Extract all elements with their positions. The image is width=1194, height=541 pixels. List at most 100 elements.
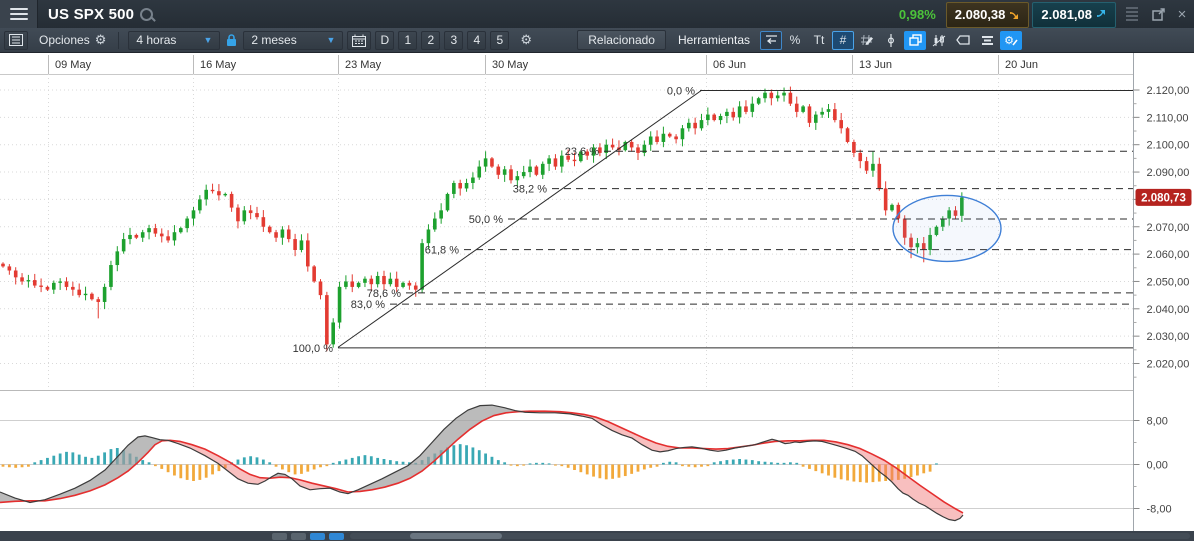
gear-edit-icon[interactable]: ⚙ — [1000, 30, 1022, 50]
macd-fill — [75, 486, 78, 496]
price-tick-label: 2.120,00 — [1147, 85, 1190, 97]
related-button[interactable]: Relacionado — [577, 30, 666, 50]
range-dropdown[interactable]: 2 meses ▼ — [243, 30, 344, 50]
popout-icon[interactable] — [1146, 3, 1170, 25]
gear-icon: ⚙ — [94, 32, 107, 47]
options-button[interactable]: Opciones ⚙ — [32, 31, 113, 50]
pin-tool-icon[interactable] — [880, 31, 902, 50]
current-price-badge — [1135, 188, 1192, 206]
macd-histogram-bar — [458, 444, 462, 465]
macd-histogram-bar — [928, 464, 932, 472]
grid-tool-icon[interactable]: # — [832, 30, 854, 50]
macd-histogram-bar — [242, 457, 246, 465]
macd-histogram-bar — [20, 464, 24, 468]
candle-body — [782, 92, 786, 96]
lines-tool-icon[interactable] — [976, 31, 998, 50]
scroll-left-button[interactable] — [272, 532, 287, 540]
candle-body — [293, 239, 297, 250]
chart-scrollbar-track[interactable] — [350, 533, 1190, 539]
draw-grid-icon[interactable] — [856, 31, 878, 50]
close-icon[interactable]: × — [1177, 5, 1187, 23]
date-label: 20 Jun — [1005, 59, 1038, 71]
text-tool-icon[interactable]: Tt — [813, 33, 825, 47]
macd-histogram-bar — [452, 445, 456, 465]
candle-body — [267, 226, 272, 233]
zoom-out-button[interactable] — [310, 532, 325, 540]
period-button-5[interactable]: 5 — [490, 30, 510, 50]
macd-fill — [639, 435, 642, 445]
macd-fill — [147, 436, 150, 454]
revert-icon[interactable] — [760, 30, 782, 50]
period-button-4[interactable]: 4 — [467, 30, 487, 50]
period-button-1[interactable]: 1 — [398, 30, 418, 50]
sell-button[interactable]: 2.080,38 — [945, 1, 1030, 28]
macd-fill — [72, 488, 75, 496]
macd-histogram-bar — [916, 464, 919, 476]
macd-fill — [315, 483, 318, 490]
menu-icon[interactable] — [0, 0, 38, 28]
zoom-in-button[interactable] — [329, 532, 344, 540]
macd-fill — [399, 468, 402, 483]
macd-fill — [879, 457, 882, 474]
candle-body — [883, 188, 888, 211]
macd-fill — [954, 507, 957, 521]
candle-body — [801, 106, 805, 112]
chart-settings-gear-icon[interactable]: ⚙ — [520, 32, 533, 47]
candle-body — [788, 92, 793, 104]
macd-histogram-bar — [750, 460, 754, 465]
macd-fill — [894, 466, 897, 488]
candle-body — [674, 136, 678, 140]
macd-fill — [132, 439, 135, 468]
macd-fill — [123, 447, 126, 475]
candle-body — [921, 243, 926, 250]
period-button-2[interactable]: 2 — [421, 30, 441, 50]
macd-fill — [453, 418, 456, 444]
candle-body — [312, 266, 316, 282]
macd-fill — [480, 405, 483, 423]
candle-body — [32, 280, 37, 286]
candle-body — [515, 176, 520, 181]
macd-fill — [408, 463, 411, 480]
macd-fill — [444, 426, 447, 453]
eraser-tool-icon[interactable] — [952, 31, 974, 50]
macd-histogram-bar — [147, 462, 151, 465]
price-tick-label: 2.090,00 — [1147, 167, 1190, 179]
lock-icon[interactable] — [224, 31, 239, 50]
macd-fill — [219, 456, 222, 467]
macd-fill — [135, 437, 138, 465]
candle-body — [820, 111, 824, 115]
candle-body — [737, 106, 742, 118]
search-icon[interactable] — [140, 7, 154, 21]
macd-fill — [105, 466, 108, 485]
candle-body — [553, 158, 558, 167]
macd-fill — [138, 436, 141, 463]
macd-fill — [141, 436, 144, 460]
calendar-button[interactable] — [347, 30, 372, 50]
chart-scrollbar-thumb[interactable] — [410, 533, 502, 539]
macd-fill — [120, 450, 123, 477]
layout-tool-icon[interactable] — [904, 30, 926, 50]
period-button-3[interactable]: 3 — [444, 30, 464, 50]
macd-histogram-bar — [331, 462, 335, 465]
macd-histogram-bar — [65, 451, 68, 465]
scroll-right-button[interactable] — [291, 532, 306, 540]
macd-fill — [609, 422, 612, 431]
interval-dropdown[interactable]: 4 horas ▼ — [128, 30, 221, 50]
legend-icon[interactable] — [4, 30, 28, 50]
candle-body — [769, 92, 774, 99]
price-chart-canvas[interactable]: 09 May 16 May 23 May 30 May 06 Jun 13 Jun 20 J… — [0, 53, 1194, 531]
drag-handle-icon[interactable] — [1126, 7, 1138, 21]
candlestick-tool-icon[interactable] — [928, 31, 950, 50]
macd-fill — [648, 439, 651, 450]
candle-body — [477, 166, 482, 178]
percent-tool-icon[interactable]: % — [789, 33, 801, 47]
macd-histogram-bar — [490, 456, 494, 465]
buy-button[interactable]: 2.081,08 — [1032, 1, 1116, 28]
candle-body — [134, 234, 139, 238]
candle-body — [13, 270, 18, 278]
macd-histogram-bar — [46, 457, 49, 465]
macd-fill — [252, 475, 255, 484]
macd-histogram-bar — [198, 464, 202, 480]
period-button-d[interactable]: D — [375, 30, 395, 50]
chart-toolbar: Opciones ⚙ 4 horas ▼ 2 meses ▼ D 1 2 3 4… — [0, 28, 1194, 53]
